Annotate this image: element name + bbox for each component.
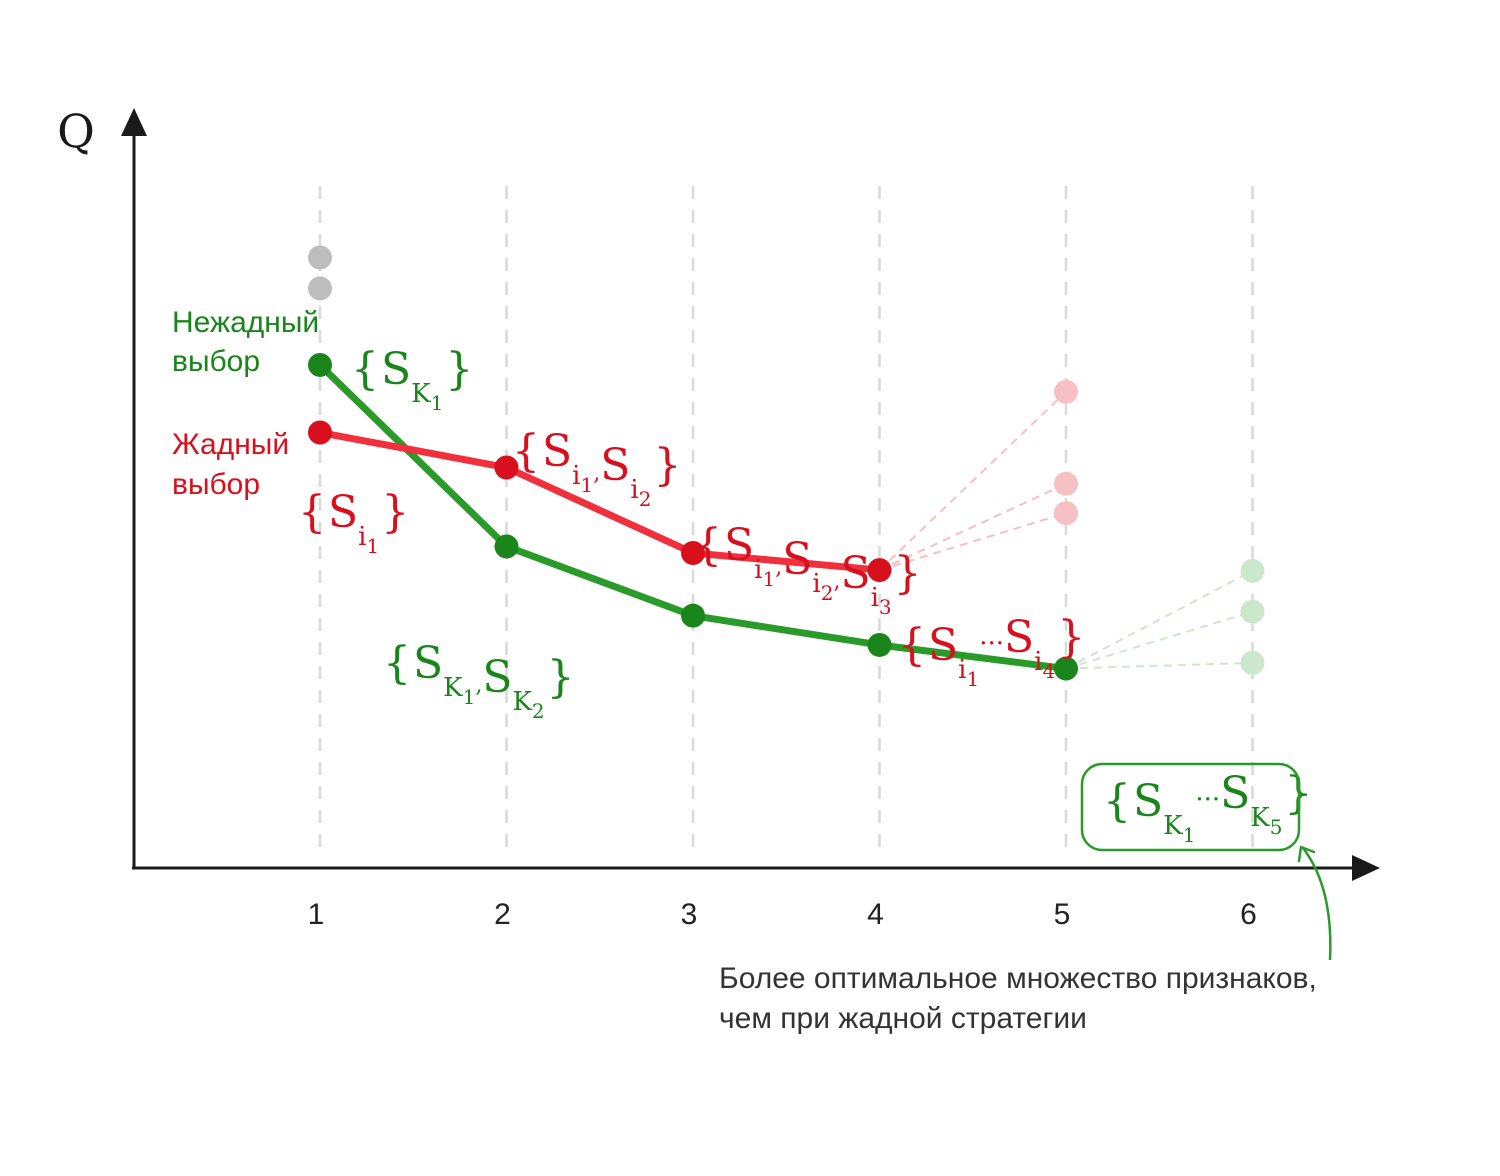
best-set-highlight-box [1080,762,1301,852]
x-tick-label-4: 4 [867,898,884,931]
greedy-candidate-point-1 [1054,379,1078,404]
greedy-point-2 [494,455,519,480]
nongreedy-candidate-point-3 [1240,650,1265,675]
nongreedy-candidate-point-1 [1240,558,1265,583]
y-axis-label: Q [57,104,95,158]
annotation-arrow [1302,847,1332,961]
nongreedy-branch-line-2 [1065,610,1253,670]
greedy-candidate-point-3 [1054,501,1078,526]
greedy-point-3 [681,540,705,565]
nongreedy-candidate-point-2 [1240,599,1265,624]
greedy-set-label-2: {Si1,Si2} [512,426,681,511]
greedy-branch-line-1 [878,391,1067,571]
nongreedy-point-5 [1054,656,1078,681]
greedy-set-label-4: {Si1···Si4} [898,612,1085,691]
greedy-set-label-1: {Si1} [298,487,409,558]
nongreedy-set-label-2: {SK1,SK2} [383,638,575,723]
nongreedy-point-1 [308,352,332,377]
nongreedy-title-line1: Нежадный [172,306,319,339]
nongreedy-branch-line-1 [1065,570,1253,670]
y-axis-arrow [121,108,147,136]
greedy-title-line1: Жадный [172,428,289,461]
unselected-point-2 [308,276,332,301]
greedy-series-line [316,429,883,574]
greedy-candidate-point-2 [1054,471,1078,496]
x-axis-arrow [1352,855,1380,881]
nongreedy-point-4 [867,632,892,657]
nongreedy-branch-line-3 [1065,661,1253,670]
x-tick-labels: 1 2 3 4 5 6 [308,898,1257,931]
greedy-set-label-3: {Si1,Si2,Si3} [694,520,922,619]
annotation: Более оптимальное множество признаков, ч… [719,962,1317,1035]
greedy-branch-line-3 [879,512,1067,572]
grid-lines [318,186,1254,858]
greedy-title: Жадный выбор [172,428,289,501]
x-tick-label-3: 3 [681,898,698,931]
axes: Q [57,104,1380,881]
annotation-arrow-head [1297,845,1316,863]
nongreedy-point-3 [681,603,705,628]
candidate-branches [878,379,1265,675]
x-tick-label-5: 5 [1054,898,1071,931]
series-points [308,245,1078,681]
greedy-point-1 [308,420,332,445]
greedy-branch-line-2 [879,482,1067,571]
set-labels: {Si1}{Si1,Si2}{Si1,Si2,Si3}{Si1···Si4}{S… [298,344,1312,847]
annotation-line2: чем при жадной стратегии [719,1002,1087,1035]
unselected-point-1 [308,245,332,270]
x-tick-label-1: 1 [308,898,325,931]
x-tick-label-2: 2 [494,898,511,931]
nongreedy-point-2 [494,534,519,559]
x-tick-label-6: 6 [1240,898,1257,931]
nongreedy-title-line2: выбор [172,345,260,378]
greedy-title-line2: выбор [172,468,260,501]
greedy-point-4 [867,558,892,583]
annotation-line1: Более оптимальное множество признаков, [719,962,1317,995]
nongreedy-set-label-5: {SK1···SK5} [1103,768,1312,847]
nongreedy-set-label-1: {SK1} [351,344,473,415]
nongreedy-title: Нежадный выбор [172,306,319,378]
